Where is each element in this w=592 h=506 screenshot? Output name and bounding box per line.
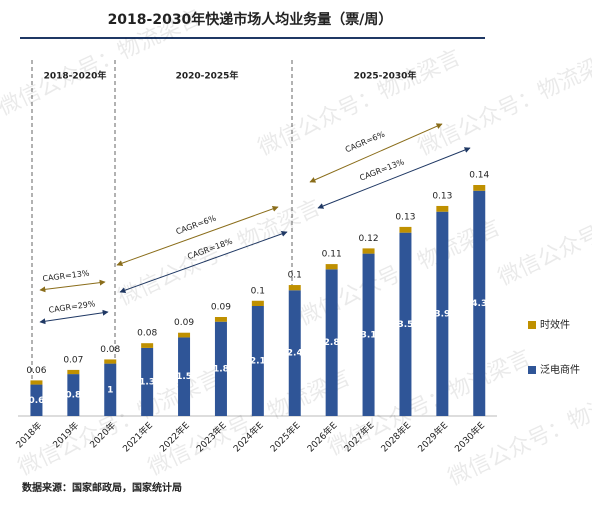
total-label: 0.08 [137,329,157,339]
total-label: 0.09 [211,303,231,313]
bar-segment [473,185,486,191]
bar-segment [141,343,154,348]
total-label: 0.13 [395,212,415,222]
watermark: 微信公众号：物流梁言 [0,5,204,121]
source-note: 数据来源：国家邮政局，国家统计局 [22,481,182,494]
bar-segment [214,317,227,322]
segment-label: 3.5 [397,320,413,330]
bar-segment [436,211,449,416]
bar-segment [67,374,80,416]
chart-title: 2018-2030年快递市场人均业务量（票/周） [108,11,393,28]
cagr-label: CAGR=13% [42,269,90,284]
cagr-arrow [39,309,109,325]
cagr-label: CAGR=6% [344,129,387,154]
cagr-arrow [119,231,288,293]
segment-label: 3.1 [361,330,377,340]
x-tick-label: 2030年E [452,419,487,454]
segment-label: 4.3 [471,299,487,309]
bar-segment [178,337,191,416]
period-label: 2020-2025年 [176,70,239,82]
bar-segment [288,290,301,416]
bar-segment [67,369,80,375]
total-label: 0.06 [26,366,46,376]
segment-label: 0.6 [28,396,44,406]
cagr-arrow [39,279,106,293]
bar-segment [436,205,449,212]
bar-segment [325,269,338,416]
segment-label: 2.1 [250,357,266,367]
segment-label: 1.8 [213,364,229,374]
segment-label: 1.3 [139,377,155,387]
total-label: 0.12 [359,234,379,244]
bar-segment [251,306,264,416]
bar-segment [104,363,117,416]
segment-label: 2.4 [287,349,303,359]
cagr-label: CAGR=6% [175,213,218,236]
bar-segment [141,347,154,416]
bar-segment [251,300,264,306]
total-label: 0.1 [251,286,265,296]
cagr-arrow [317,147,471,209]
bar-segment [30,384,43,416]
watermark: 微信公众号：物流梁言 [15,365,225,481]
segment-label: 1.5 [176,372,192,382]
legend-label: 时效件 [540,318,570,331]
legend-swatch [528,321,536,329]
bar-segment [214,321,227,416]
segment-label: 1 [107,385,113,395]
total-label: 0.1 [288,271,302,281]
bar-segment [399,232,412,416]
legend-swatch [528,366,536,374]
watermark: 微信公众号：物流梁言 [495,175,592,291]
cagr-label: CAGR=29% [48,299,96,315]
bar-segment [325,264,338,270]
bar-segment [178,332,191,338]
period-label: 2025-2030年 [354,70,417,82]
bar-segment [104,359,117,364]
bar-segment [362,253,375,416]
cagr-label: CAGR=13% [358,157,406,182]
bar-segment [399,226,412,233]
bar-segment [362,248,375,254]
total-label: 0.13 [432,191,452,201]
total-label: 0.11 [322,250,342,260]
segment-label: 3.9 [434,309,450,319]
legend-label: 泛电商件 [540,363,580,376]
bar-segment [288,285,301,291]
segment-label: 0.8 [65,391,81,401]
total-label: 0.14 [469,171,489,181]
x-tick-label: 2029年E [415,419,450,454]
total-label: 0.08 [100,345,120,355]
bar-segment [30,380,43,385]
segment-label: 2.8 [324,338,340,348]
total-label: 0.07 [63,355,83,365]
bar-segment [473,190,486,416]
total-label: 0.09 [174,318,194,328]
period-label: 2018-2020年 [44,70,107,82]
